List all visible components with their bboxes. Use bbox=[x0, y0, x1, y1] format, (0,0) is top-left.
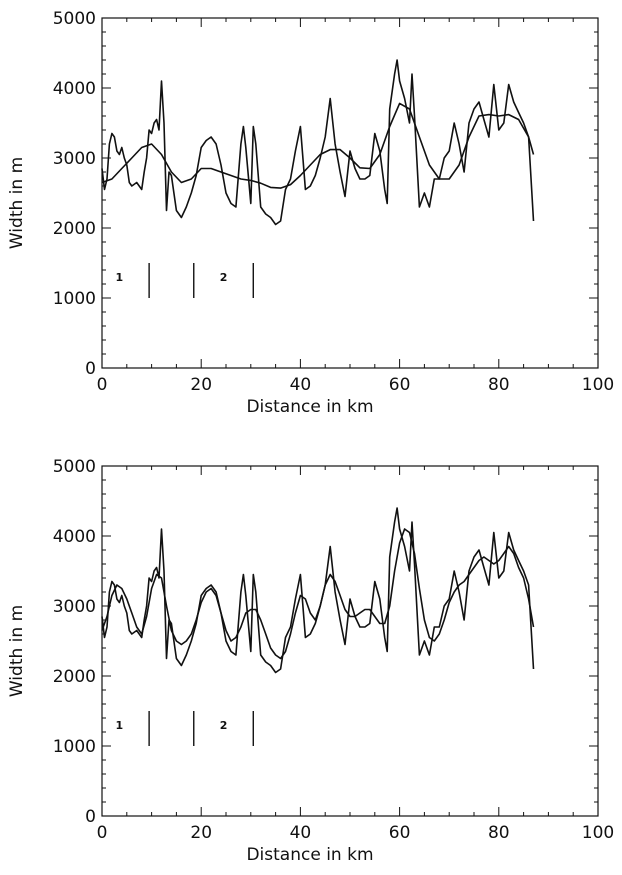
x-tick-label: 40 bbox=[290, 375, 312, 395]
y-tick-label: 0 bbox=[85, 807, 96, 827]
y-tick-label: 2000 bbox=[53, 219, 96, 239]
x-tick-label: 100 bbox=[582, 375, 614, 395]
y-tick-label: 3000 bbox=[53, 597, 96, 617]
x-tick-label: 80 bbox=[488, 375, 510, 395]
measured-width-line bbox=[101, 507, 535, 674]
x-tick-label: 20 bbox=[190, 375, 212, 395]
chart-panel-1: 0 20 40 60 80 100010002000300040005000Distanc… bbox=[7, 9, 614, 417]
zone-label: 1 bbox=[116, 271, 124, 284]
x-tick-label: 40 bbox=[290, 823, 312, 843]
y-axis-title: Width in m bbox=[7, 157, 27, 249]
y-axis-title: Width in m bbox=[7, 605, 27, 697]
zone-label: 1 bbox=[116, 719, 124, 732]
x-tick-label: 20 bbox=[190, 823, 212, 843]
x-axis-title: Distance in km bbox=[246, 845, 373, 865]
y-tick-label: 5000 bbox=[53, 9, 96, 29]
x-tick-label: 80 bbox=[488, 823, 510, 843]
zone-label: 2 bbox=[220, 719, 228, 732]
y-tick-label: 3000 bbox=[53, 149, 96, 169]
x-tick-label: 100 bbox=[582, 823, 614, 843]
x-tick-label: 0 bbox=[97, 375, 108, 395]
x-axis-title: Distance in km bbox=[246, 397, 373, 417]
zone-label: 2 bbox=[220, 271, 228, 284]
x-tick-label: 60 bbox=[389, 823, 411, 843]
y-tick-label: 1000 bbox=[53, 289, 96, 309]
smoothed-width-line bbox=[101, 102, 535, 189]
plot-frame bbox=[101, 17, 599, 369]
y-tick-label: 4000 bbox=[53, 527, 96, 547]
y-tick-label: 4000 bbox=[53, 79, 96, 99]
x-tick-label: 0 bbox=[97, 823, 108, 843]
chart-panel-2: 0 20 40 60 80 100010002000300040005000Distanc… bbox=[7, 457, 614, 865]
y-tick-label: 2000 bbox=[53, 667, 96, 687]
y-tick-label: 1000 bbox=[53, 737, 96, 757]
smoothed-width-line bbox=[101, 528, 535, 660]
y-tick-label: 5000 bbox=[53, 457, 96, 477]
x-tick-label: 60 bbox=[389, 375, 411, 395]
y-tick-label: 0 bbox=[85, 359, 96, 379]
measured-width-line bbox=[101, 59, 535, 226]
